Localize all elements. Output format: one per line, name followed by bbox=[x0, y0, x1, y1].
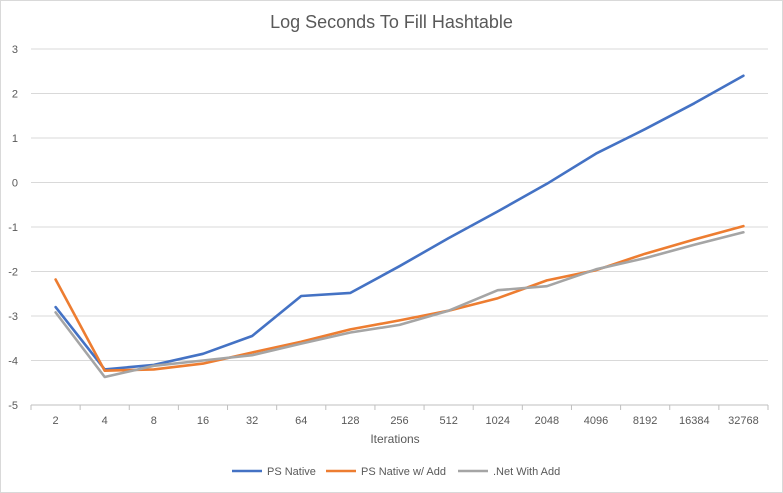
y-tick-label: -2 bbox=[8, 267, 18, 279]
x-axis: 2 4 8 16 32 64 128 256 512 1024 2048 4096 8192 16384 3… bbox=[30, 405, 769, 427]
series-line-0 bbox=[54, 74, 745, 371]
legend-label: .Net With Add bbox=[493, 466, 560, 478]
x-tick-label: 8 bbox=[151, 415, 157, 427]
x-tick-label: 128 bbox=[341, 415, 359, 427]
x-tick-label: 32 bbox=[246, 415, 258, 427]
y-tick-label: 0 bbox=[12, 178, 18, 190]
x-tick-label: 512 bbox=[439, 415, 457, 427]
x-tick-label: 16384 bbox=[679, 415, 710, 427]
y-tick-label: -4 bbox=[8, 356, 18, 368]
x-tick-label: 32768 bbox=[728, 415, 759, 427]
x-tick-label: 2048 bbox=[535, 415, 559, 427]
x-tick-label: 64 bbox=[295, 415, 307, 427]
x-axis-title: Iterations bbox=[370, 432, 419, 446]
x-tick-label: 8192 bbox=[633, 415, 657, 427]
series-line-2 bbox=[54, 231, 745, 379]
x-tick-label: 1024 bbox=[486, 415, 510, 427]
y-tick-label: -3 bbox=[8, 311, 18, 323]
y-tick-label: 3 bbox=[12, 44, 18, 56]
legend-label: PS Native w/ Add bbox=[361, 466, 446, 478]
x-tick-label: 4096 bbox=[584, 415, 608, 427]
y-axis: 3 2 1 0 -1 -2 -3 -4 -5 bbox=[8, 44, 18, 412]
y-tick-label: -5 bbox=[8, 400, 18, 412]
y-tick-label: -1 bbox=[8, 222, 18, 234]
y-tick-label: 2 bbox=[12, 89, 18, 101]
x-tick-label: 2 bbox=[53, 415, 59, 427]
x-tick-label: 256 bbox=[390, 415, 408, 427]
gridlines bbox=[31, 48, 768, 406]
series-line-1 bbox=[54, 224, 745, 373]
series-lines bbox=[54, 74, 745, 379]
x-tick-label: 4 bbox=[102, 415, 108, 427]
x-tick-label: 16 bbox=[197, 415, 209, 427]
chart-title: Log Seconds To Fill Hashtable bbox=[270, 12, 513, 32]
legend: PS Native PS Native w/ Add .Net With Add bbox=[232, 466, 560, 478]
legend-label: PS Native bbox=[267, 466, 316, 478]
y-tick-label: 1 bbox=[12, 133, 18, 145]
